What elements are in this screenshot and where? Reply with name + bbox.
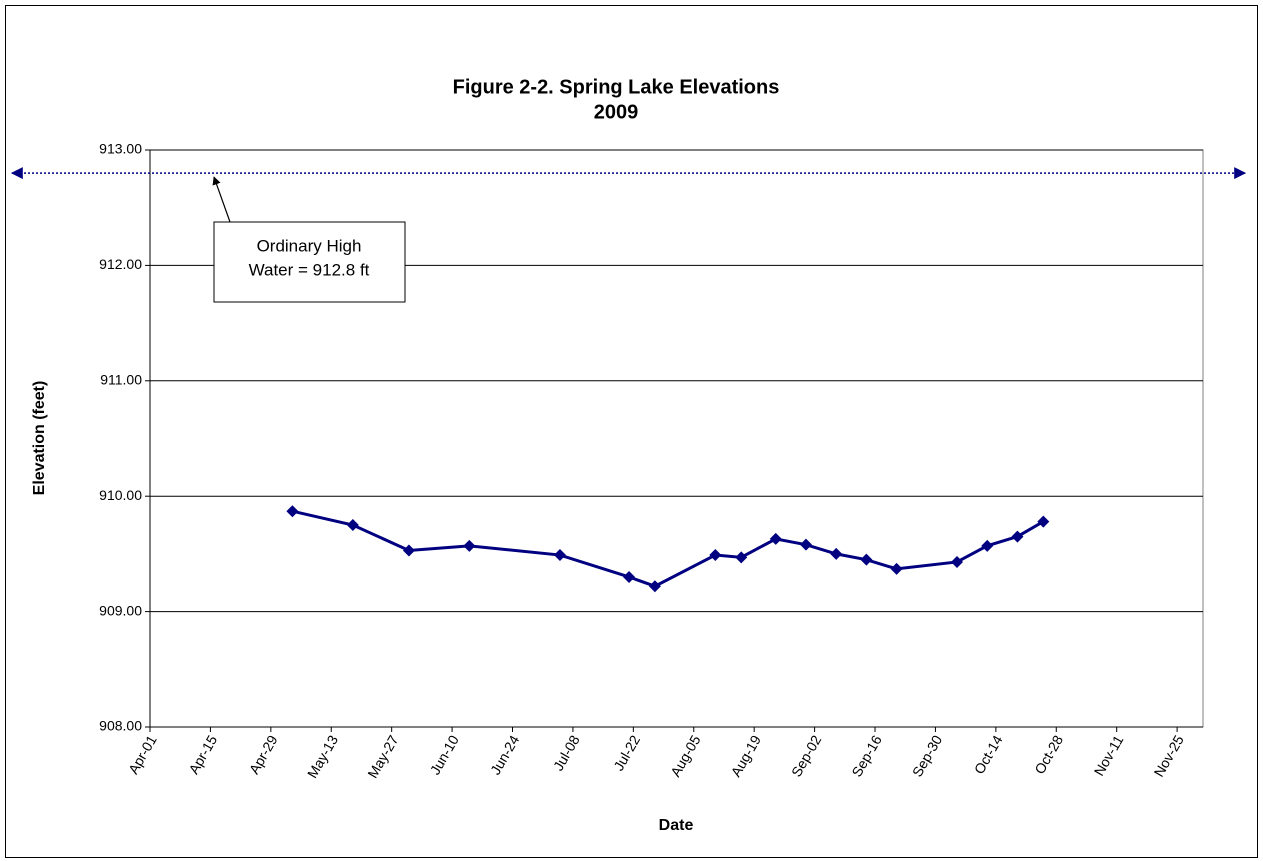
x-axis-label: Date: [659, 817, 694, 834]
annotation-arrow: [212, 176, 231, 223]
y-tick-label: 912.00: [99, 256, 142, 272]
series-line: [292, 509, 1045, 588]
data-point: [463, 539, 476, 552]
y-axis-label: Elevation (feet): [31, 381, 48, 496]
data-point: [709, 549, 722, 562]
annotation-box: [213, 221, 406, 303]
data-point: [860, 553, 873, 566]
data-point: [1037, 515, 1050, 528]
y-tick-label: 911.00: [100, 372, 142, 388]
annotation-text: Ordinary High: [257, 236, 362, 255]
y-tick-label: 909.00: [99, 602, 142, 618]
y-tick-label: 913.00: [99, 141, 142, 157]
data-point: [951, 555, 964, 568]
data-point: [799, 538, 812, 551]
data-point: [1011, 530, 1024, 543]
data-point: [890, 562, 903, 575]
data-point: [648, 580, 661, 593]
data-point: [735, 551, 748, 564]
data-point: [286, 505, 299, 518]
data-point: [346, 519, 359, 532]
data-point: [553, 549, 566, 562]
data-point: [623, 570, 636, 583]
y-tick-label: 908.00: [99, 718, 142, 734]
data-point: [402, 544, 415, 557]
chart-title: Figure 2-2. Spring Lake Elevations: [453, 76, 780, 98]
data-point: [981, 539, 994, 552]
y-tick-label: 910.00: [99, 487, 142, 503]
annotation-text: Water = 912.8 ft: [249, 260, 370, 279]
chart-subtitle: 2009: [594, 101, 639, 123]
data-point: [830, 547, 843, 560]
data-point: [769, 532, 782, 545]
